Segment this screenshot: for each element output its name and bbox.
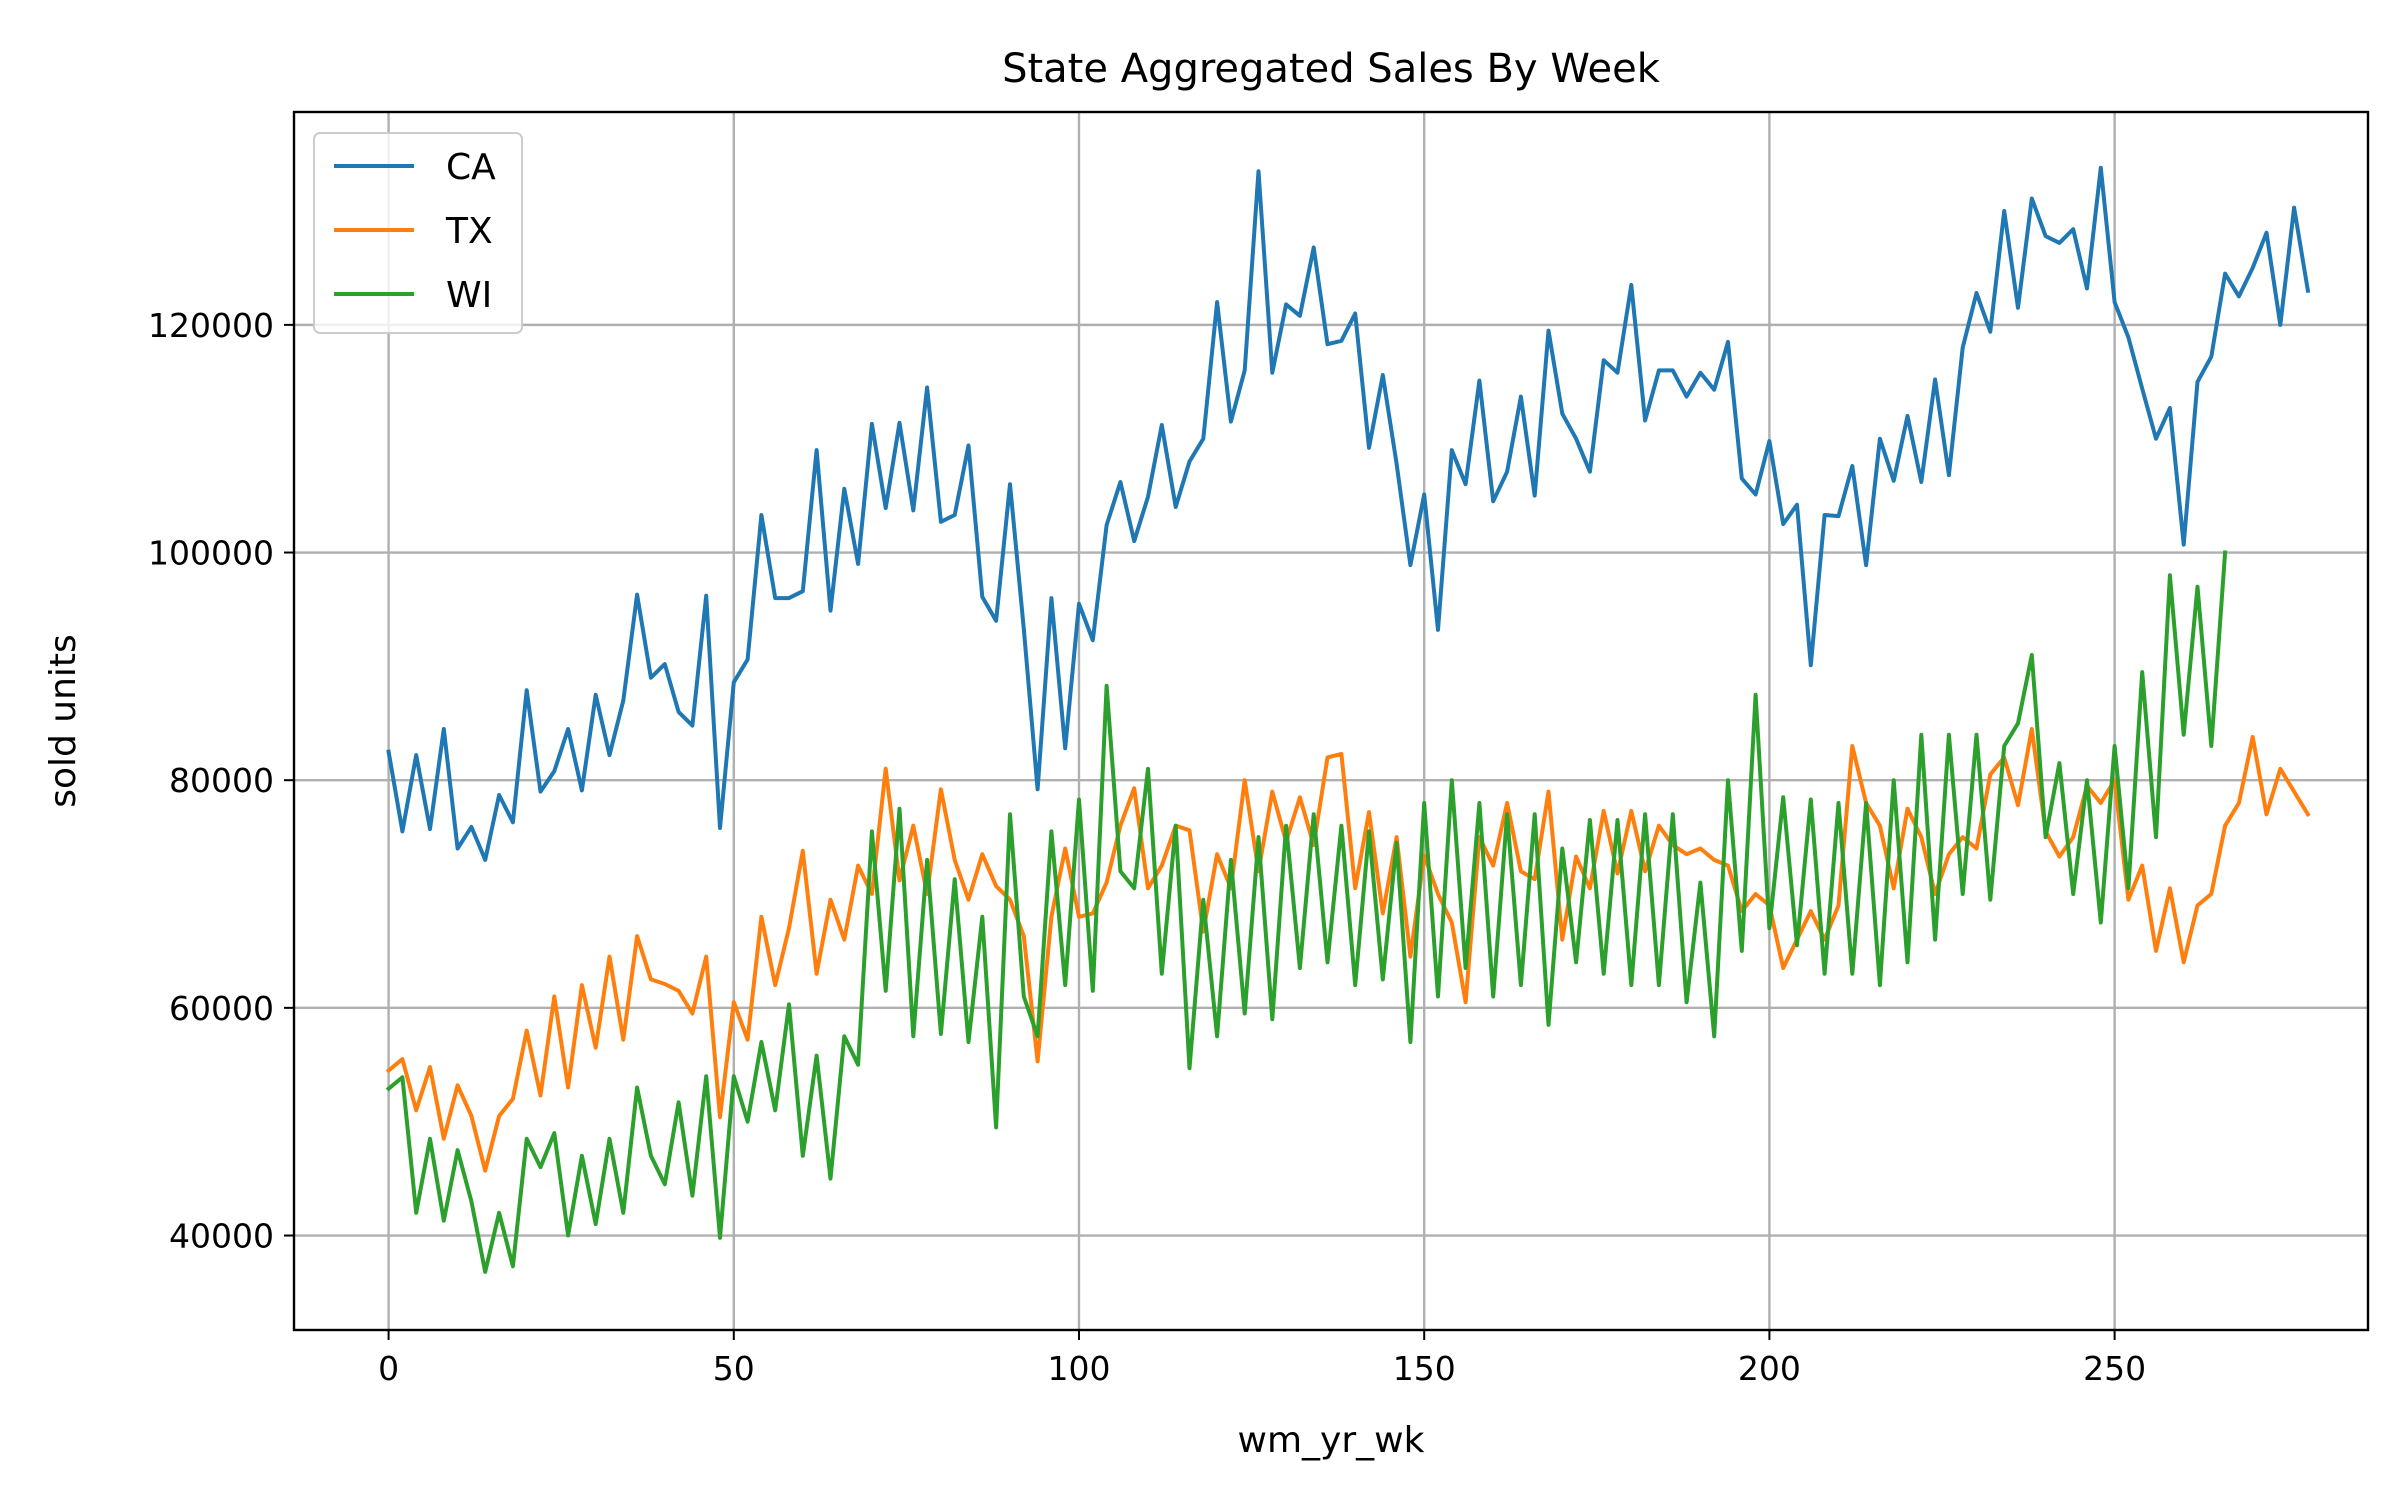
x-tick-label: 0 [378, 1349, 399, 1388]
y-tick-label: 40000 [169, 1217, 274, 1256]
x-tick-label: 200 [1738, 1349, 1801, 1388]
x-tick-label: 100 [1047, 1349, 1110, 1388]
x-tick-label: 50 [713, 1349, 755, 1388]
legend-label-ca: CA [446, 147, 496, 188]
chart-title: State Aggregated Sales By Week [1002, 46, 1661, 92]
legend-label-tx: TX [445, 211, 493, 252]
y-axis-label: sold units [43, 634, 84, 808]
y-tick-label: 100000 [148, 534, 274, 573]
legend: CA TX WI [313, 132, 523, 334]
series-line-tx [385, 727, 2311, 1173]
y-axis-ticks: 40000 60000 80000 100000 120000 [148, 306, 294, 1256]
y-tick-label: 120000 [148, 306, 274, 345]
x-tick-label: 250 [2083, 1349, 2146, 1388]
grid [294, 112, 2368, 1330]
plot-area-frame [292, 110, 2370, 1332]
legend-frame [313, 132, 523, 334]
y-tick-label: 60000 [169, 989, 274, 1028]
legend-label-wi: WI [446, 275, 492, 316]
x-tick-label: 150 [1393, 1349, 1456, 1388]
y-tick-label: 80000 [169, 761, 274, 800]
x-axis-ticks: 0 50 100 150 200 250 [378, 1330, 2146, 1388]
series-line-ca [386, 165, 2311, 862]
series-line-wi [385, 550, 2228, 1274]
series-lines [385, 165, 2311, 1274]
x-axis-label: wm_yr_wk [1238, 1420, 1425, 1461]
